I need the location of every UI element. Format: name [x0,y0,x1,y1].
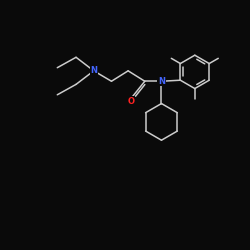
Text: N: N [158,77,165,86]
Text: N: N [90,66,97,75]
Text: O: O [128,97,135,106]
